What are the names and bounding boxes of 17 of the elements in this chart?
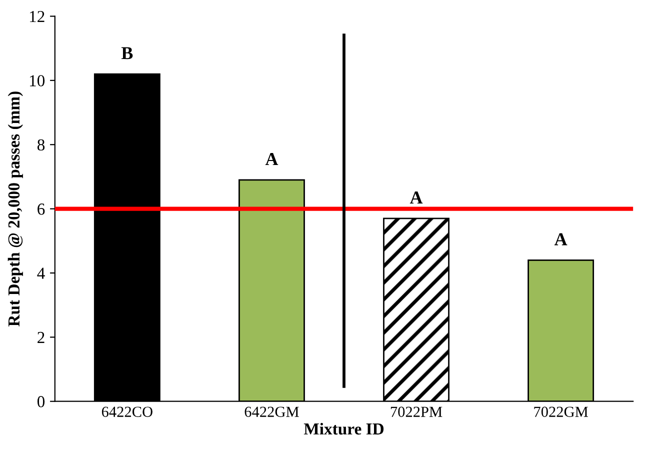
x-tick-label: 6422CO (102, 406, 152, 417)
y-tick-label: 4 (37, 268, 45, 279)
x-axis-title: Mixture ID (304, 422, 384, 435)
y-tick-label: 10 (30, 75, 45, 86)
data-label: A (410, 192, 423, 204)
data-label: A (554, 233, 568, 246)
y-tick-label: 0 (37, 396, 45, 408)
y-axis-title: Rut Depth @ 20,000 passes (mm) (8, 92, 23, 326)
data-label: A (265, 153, 278, 165)
x-tick-label: 7022GM (534, 406, 588, 417)
y-tick-label: 8 (37, 139, 45, 151)
data-label: B (121, 47, 133, 60)
x-tick-label: 6422GM (244, 406, 299, 417)
y-tick-label: 12 (30, 10, 44, 22)
y-tick-label: 6 (38, 204, 45, 215)
x-tick-label: 7022PM (390, 406, 442, 417)
y-tick-label: 2 (38, 332, 44, 343)
